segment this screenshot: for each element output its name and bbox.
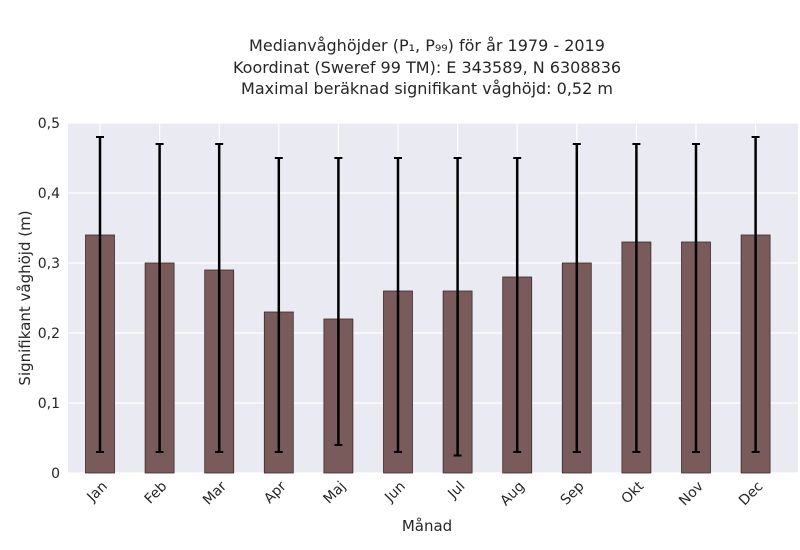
x-tick-label-sep: Sep xyxy=(558,478,588,508)
error-bar-mar xyxy=(215,143,224,453)
error-bar-maj xyxy=(334,157,343,446)
y-tick-label: 0,1 xyxy=(38,396,60,412)
x-tick-label-dec: Dec xyxy=(736,479,766,509)
plot-area xyxy=(68,123,798,473)
y-axis-label: Signifikant våghöjd (m) xyxy=(16,210,34,385)
y-tick-label: 0,4 xyxy=(38,186,60,202)
error-bar-sep xyxy=(572,143,581,453)
y-tick-label: 0,2 xyxy=(38,326,60,342)
x-tick-label-apr: Apr xyxy=(261,478,290,507)
y-tick-label: 0 xyxy=(51,466,60,482)
title-line-3: Maximal beräknad signifikant våghöjd: 0,… xyxy=(241,79,613,98)
error-bar-aug xyxy=(513,157,522,453)
error-bar-apr xyxy=(274,157,283,453)
error-bar-jul xyxy=(453,157,462,457)
y-tick-label: 0,3 xyxy=(38,256,60,272)
error-bar-jun xyxy=(394,157,402,453)
x-tick-label-jul: Jul xyxy=(444,479,468,503)
x-tick-label-feb: Feb xyxy=(142,478,171,507)
x-tick-label-okt: Okt xyxy=(619,478,648,507)
x-tick-label-jan: Jan xyxy=(84,479,111,506)
x-tick-label-aug: Aug xyxy=(497,479,528,510)
y-tick-label: 0,5 xyxy=(38,116,60,132)
error-bar-nov xyxy=(692,143,700,453)
x-axis-label: Månad xyxy=(402,517,452,535)
error-bars xyxy=(96,136,760,457)
chart-title: Medianvåghöjder (P₁, P₉₉) för år 1979 - … xyxy=(233,36,621,98)
x-tick-label-mar: Mar xyxy=(200,478,230,508)
x-tick-label-jun: Jun xyxy=(381,479,408,506)
error-bar-feb xyxy=(155,143,164,453)
title-line-1: Medianvåghöjder (P₁, P₉₉) för år 1979 - … xyxy=(249,36,605,55)
error-bar-jan xyxy=(96,136,104,453)
x-tick-label-maj: Maj xyxy=(321,479,350,508)
x-tick-label-nov: Nov xyxy=(676,479,707,510)
error-bar-dec xyxy=(751,136,760,453)
error-bar-okt xyxy=(632,143,641,453)
x-tick-labels: Jan Feb Mar Apr Maj Jun Jul Aug Sep Okt Nov Dec xyxy=(84,478,767,509)
y-tick-labels: 0 0,1 0,2 0,3 0,4 0,5 xyxy=(38,116,60,482)
title-line-2: Koordinat (Sweref 99 TM): E 343589, N 63… xyxy=(233,58,621,77)
